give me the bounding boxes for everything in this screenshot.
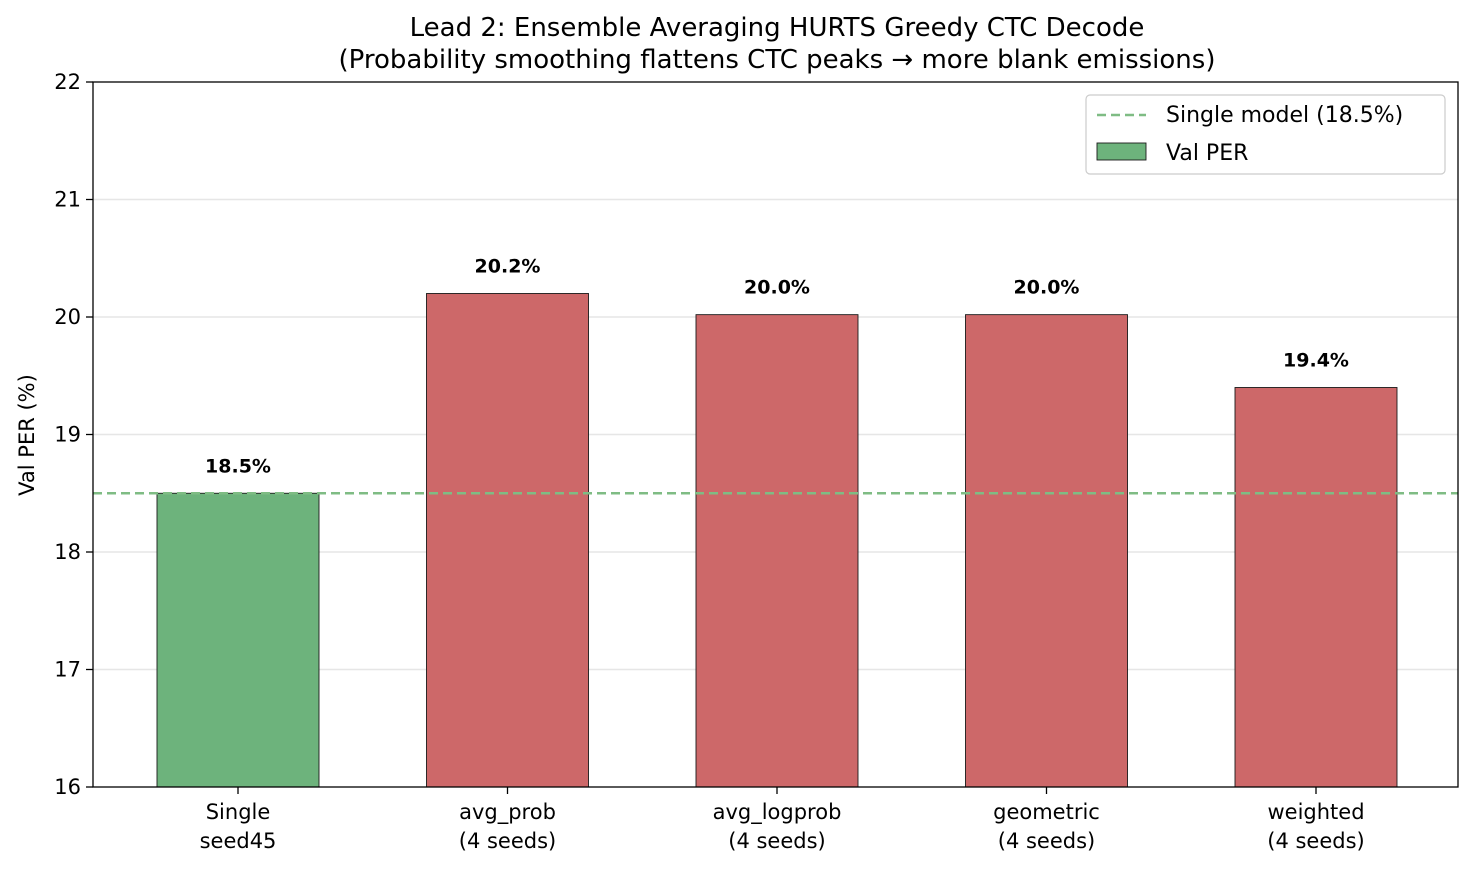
x-tick-label: Single <box>206 800 271 824</box>
bars <box>156 293 1398 788</box>
x-tick-label: avg_prob <box>459 800 556 825</box>
y-tick-label: 17 <box>54 658 81 682</box>
legend-bar-swatch <box>1096 142 1147 161</box>
chart-subtitle: (Probability smoothing flattens CTC peak… <box>339 45 1216 75</box>
data-labels: 18.5% 20.2% 20.0% 20.0% 19.4% <box>205 256 1349 478</box>
y-tick-label: 16 <box>54 775 81 799</box>
y-tick-label: 19 <box>54 423 81 447</box>
y-tick-label: 22 <box>54 70 81 94</box>
bar <box>156 492 320 788</box>
x-tick-label: (4 seeds) <box>728 829 825 853</box>
x-tick-label: avg_logprob <box>713 800 842 825</box>
bar <box>965 314 1128 788</box>
y-tick-label: 21 <box>54 188 81 212</box>
bar-value-label: 20.0% <box>744 277 810 299</box>
chart-title: Lead 2: Ensemble Averaging HURTS Greedy … <box>410 13 1145 43</box>
bar-value-label: 19.4% <box>1283 350 1349 372</box>
legend-box <box>1085 94 1446 175</box>
y-axis-label: Val PER (%) <box>15 374 39 496</box>
x-tick-label: weighted <box>1267 800 1364 824</box>
legend: Single model (18.5%) Val PER <box>1085 94 1446 175</box>
x-tick-label: (4 seeds) <box>1267 829 1364 853</box>
y-tick-label: 20 <box>54 305 81 329</box>
x-axis: Single seed45 avg_prob (4 seeds) avg_logprob… <box>200 787 1365 853</box>
bar <box>426 293 589 788</box>
legend-reference-label: Single model (18.5%) <box>1166 103 1403 128</box>
bar-value-label: 20.0% <box>1014 277 1080 299</box>
bar-value-label: 18.5% <box>205 455 271 477</box>
y-tick-label: 18 <box>54 540 81 564</box>
x-tick-label: (4 seeds) <box>998 829 1095 853</box>
bar <box>695 314 859 788</box>
y-axis: 16 17 18 19 20 21 22 <box>54 70 93 799</box>
x-tick-label: seed45 <box>200 829 277 853</box>
legend-bar-label: Val PER <box>1166 141 1248 166</box>
x-tick-label: geometric <box>993 800 1100 824</box>
x-tick-label: (4 seeds) <box>459 829 556 853</box>
bar <box>1234 387 1398 788</box>
bar-value-label: 20.2% <box>475 256 541 278</box>
